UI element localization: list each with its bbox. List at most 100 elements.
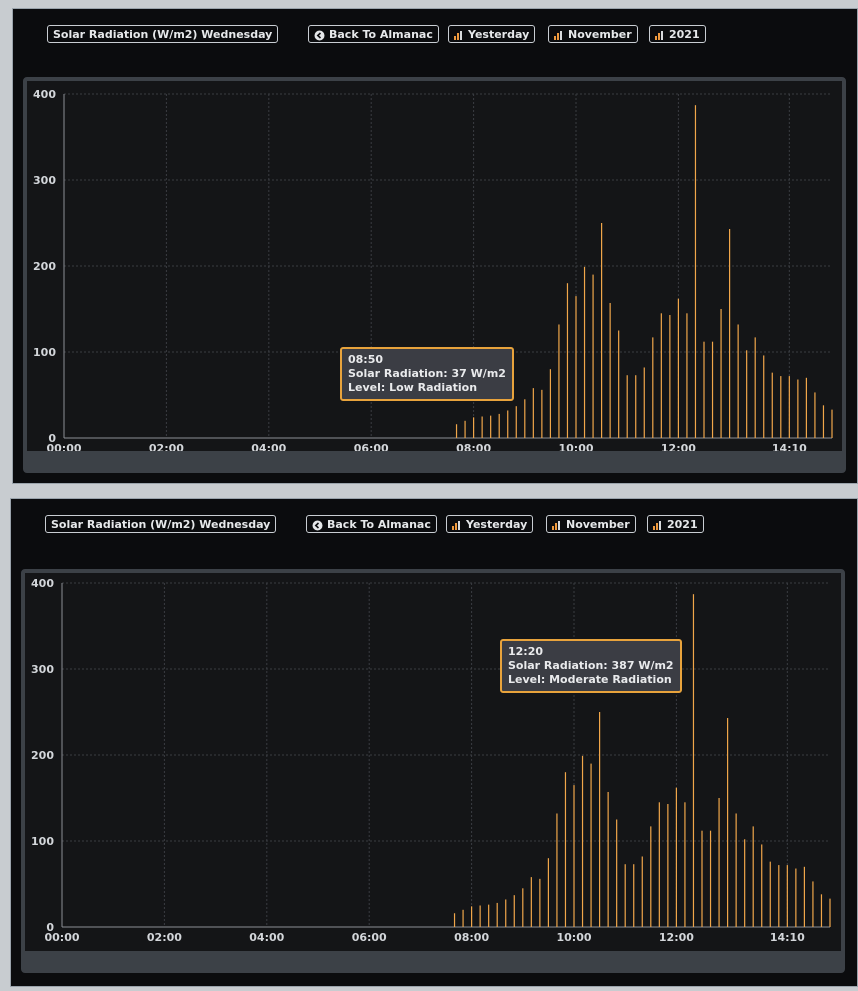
bar	[684, 802, 686, 927]
bar	[626, 375, 628, 438]
bar	[692, 594, 695, 927]
bar	[539, 878, 541, 927]
y-tick-label: 100	[31, 835, 54, 848]
chart-panel-top: Solar Radiation (W/m2) Wednesday Back To…	[12, 8, 858, 484]
year-label: 2021	[669, 28, 700, 41]
back-to-almanac-button[interactable]: Back To Almanac	[306, 515, 437, 533]
year-label: 2021	[667, 518, 698, 531]
x-tick-label: 10:00	[558, 442, 593, 451]
tooltip-time: 12:20	[508, 645, 544, 658]
bar	[624, 864, 626, 927]
yesterday-button[interactable]: Yesterday	[448, 25, 536, 43]
bar	[694, 105, 697, 439]
bar	[709, 830, 712, 927]
chart-tooltip: 12:20 Solar Radiation: 387 W/m2 Level: M…	[500, 639, 682, 693]
x-tick-label: 08:00	[456, 442, 491, 451]
back-label: Back To Almanac	[329, 28, 433, 41]
bar	[609, 302, 611, 438]
x-tick-label: 14:10	[770, 931, 805, 944]
year-button[interactable]: 2021	[649, 25, 706, 43]
bar	[607, 791, 609, 927]
bar	[479, 905, 481, 927]
bar	[727, 718, 729, 927]
bar	[575, 296, 577, 438]
y-tick-label: 300	[31, 663, 54, 676]
bar	[635, 375, 637, 438]
chart-panel-bottom: Solar Radiation (W/m2) Wednesday Back To…	[10, 498, 858, 987]
bar	[616, 819, 618, 927]
x-tick-label: 06:00	[352, 931, 387, 944]
bar	[729, 229, 731, 438]
yesterday-label: Yesterday	[468, 28, 530, 41]
solar-radiation-chart: 0 100 200 300 400 00:00 02:00 04:00 06:00 08:00 10…	[33, 88, 833, 451]
y-tick-label: 400	[31, 577, 54, 590]
bar	[711, 341, 714, 438]
bar	[667, 804, 669, 927]
bar	[744, 839, 746, 927]
bar	[471, 906, 473, 927]
x-tick-label: 08:00	[454, 931, 489, 944]
bar	[549, 369, 551, 438]
chart-frame: 0 100 200 300 400 00:00 02:00 04:00 06:00 08:00 10…	[21, 569, 845, 973]
chart-footer-bar	[25, 951, 841, 969]
tooltip-level: Level: Low Radiation	[348, 381, 478, 394]
tooltip-level: Level: Moderate Radiation	[508, 673, 672, 686]
bar	[677, 298, 679, 438]
bar	[763, 355, 765, 438]
bar	[455, 424, 458, 438]
chart-tooltip: 08:50 Solar Radiation: 37 W/m2 Level: Lo…	[340, 347, 514, 401]
bar	[462, 909, 464, 927]
back-arrow-circle-icon	[314, 30, 325, 40]
bar	[481, 416, 483, 438]
bar	[532, 388, 534, 438]
chart-title-button[interactable]: Solar Radiation (W/m2) Wednesday	[45, 515, 277, 533]
chart-title-button[interactable]: Solar Radiation (W/m2) Wednesday	[47, 25, 279, 43]
bar	[829, 898, 831, 927]
bar	[547, 858, 549, 927]
x-tick-label: 14:10	[772, 442, 807, 451]
month-label: November	[566, 518, 630, 531]
bar	[505, 899, 507, 927]
chart-frame: 0 100 200 300 400 00:00 02:00 04:00 06:00 08:00 10…	[23, 77, 846, 473]
bar	[812, 881, 814, 927]
bar	[590, 763, 592, 927]
bar-chart-icon	[655, 30, 665, 40]
bar	[556, 813, 558, 927]
bar-chart-icon	[454, 30, 464, 40]
back-arrow-circle-icon	[312, 520, 323, 530]
yesterday-button[interactable]: Yesterday	[446, 515, 534, 533]
bar	[618, 330, 620, 438]
x-tick-label: 12:00	[659, 931, 694, 944]
bar	[592, 274, 594, 438]
bar	[703, 341, 705, 438]
year-button[interactable]: 2021	[647, 515, 704, 533]
tooltip-time: 08:50	[348, 353, 384, 366]
bar	[786, 865, 788, 927]
bar	[507, 410, 509, 438]
bar	[803, 866, 805, 927]
chart-title: Solar Radiation (W/m2) Wednesday	[53, 28, 273, 41]
month-button[interactable]: November	[548, 25, 638, 43]
bar	[746, 350, 748, 438]
bar	[490, 415, 492, 438]
bar	[643, 367, 645, 438]
bar	[464, 420, 466, 438]
bar-chart-icon	[552, 520, 562, 530]
bar	[831, 409, 833, 438]
bar	[496, 902, 498, 927]
bar	[669, 315, 671, 438]
bar	[599, 712, 601, 927]
bar	[814, 392, 816, 438]
bar-chart-icon	[653, 520, 663, 530]
bar	[650, 826, 652, 927]
bar	[735, 813, 737, 927]
back-to-almanac-button[interactable]: Back To Almanac	[308, 25, 439, 43]
x-tick-label: 10:00	[556, 931, 591, 944]
bar	[720, 309, 722, 438]
bar	[788, 376, 790, 438]
y-tick-label: 100	[33, 346, 56, 359]
x-tick-label: 12:00	[661, 442, 696, 451]
bar	[652, 337, 654, 438]
month-button[interactable]: November	[546, 515, 636, 533]
toolbar: Solar Radiation (W/m2) Wednesday Back To…	[11, 499, 857, 547]
